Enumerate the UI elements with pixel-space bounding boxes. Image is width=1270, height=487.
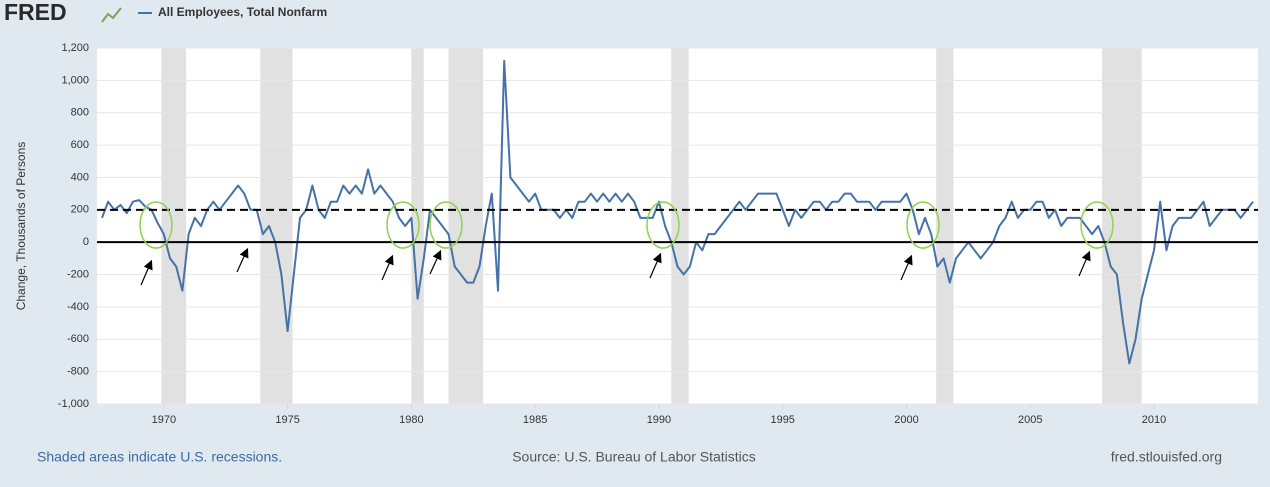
- x-tick-label: 2000: [894, 414, 918, 426]
- y-tick-label: -800: [67, 366, 89, 378]
- circle-annotation: [646, 201, 680, 249]
- y-tick-label: 800: [71, 107, 89, 119]
- y-tick-label: 600: [71, 139, 89, 151]
- recession-band: [671, 48, 689, 404]
- x-tick-label: 2005: [1018, 414, 1042, 426]
- arrow: [381, 254, 394, 281]
- y-tick-label: 200: [71, 204, 89, 216]
- arrow: [1078, 250, 1091, 277]
- arrow: [900, 254, 913, 281]
- arrow: [649, 252, 662, 279]
- footer-site: fred.stlouisfed.org: [1111, 449, 1222, 465]
- background-layer: [97, 47, 1258, 405]
- x-tick-label: 1980: [399, 414, 423, 426]
- y-tick-label: 1,200: [61, 42, 89, 54]
- y-tick-label: 400: [71, 171, 89, 183]
- y-tick-label: 1,000: [61, 74, 89, 86]
- arrow: [236, 247, 249, 273]
- recession-band: [1102, 48, 1142, 404]
- x-tick-label: 1990: [647, 414, 671, 426]
- y-tick-label: -200: [67, 268, 89, 280]
- legend-label: All Employees, Total Nonfarm: [158, 5, 327, 19]
- y-axis-label: Change, Thousands of Persons: [14, 142, 28, 311]
- x-tick-label: 1985: [523, 414, 547, 426]
- y-tick-label: -1,000: [58, 398, 89, 410]
- x-tick-label: 1970: [152, 414, 176, 426]
- logo-icon: [101, 7, 122, 23]
- recession-band: [161, 48, 187, 404]
- arrows: [140, 247, 1091, 286]
- x-tick-label: 1995: [770, 414, 794, 426]
- y-tick-label: -400: [67, 301, 89, 313]
- x-tick-label: 2010: [1142, 414, 1166, 426]
- brand-logo: FRED: [4, 0, 67, 25]
- annotations: [139, 201, 1114, 249]
- circle-annotation: [906, 201, 940, 249]
- circle-annotation: [139, 201, 173, 249]
- recession-band: [448, 48, 484, 404]
- circle-annotation: [429, 201, 463, 249]
- y-tick-label: -600: [67, 333, 89, 345]
- arrow: [140, 259, 153, 286]
- footer-source: Source: U.S. Bureau of Labor Statistics: [512, 449, 756, 465]
- footer-note: Shaded areas indicate U.S. recessions.: [37, 449, 282, 465]
- x-tick-label: 1975: [275, 414, 299, 426]
- recession-band: [936, 48, 954, 404]
- recession-band: [411, 48, 424, 404]
- circle-annotation: [1080, 201, 1114, 249]
- data-line: [101, 59, 1254, 365]
- arrow: [429, 249, 442, 275]
- recession-band: [260, 48, 293, 404]
- circle-annotation: [386, 201, 420, 249]
- y-tick-label: 0: [83, 236, 89, 248]
